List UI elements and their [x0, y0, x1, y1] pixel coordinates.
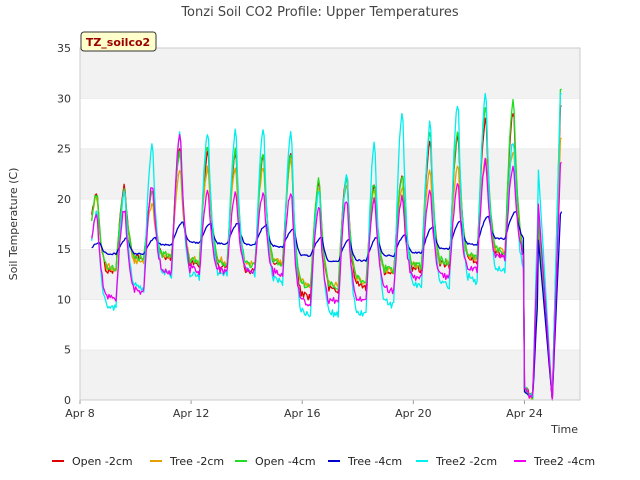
legend-item: Open -2cm: [52, 452, 133, 470]
x-tick-label: Apr 24: [506, 407, 543, 420]
grid-band: [80, 48, 580, 99]
series-line-tree2-4cm: [91, 133, 563, 401]
x-axis-ticks: Apr 8 Apr 12 Apr 16 Apr 20 Apr 24: [65, 400, 543, 420]
station-badge: TZ_soilco2: [80, 31, 157, 52]
series-lines: [91, 88, 563, 401]
grid-band: [80, 148, 580, 199]
legend-item: Tree -2cm: [150, 452, 224, 470]
legend-label: Open -4cm: [255, 454, 316, 468]
y-tick-label: 10: [57, 293, 71, 306]
y-axis-ticks: 0 5 10 15 20 25 30 35: [57, 42, 71, 407]
grid-band: [80, 249, 580, 300]
legend-item: Open -4cm: [235, 452, 316, 470]
legend-label: Open -2cm: [72, 454, 133, 468]
y-tick-label: 25: [57, 143, 71, 156]
legend: Open -2cm Tree -2cm Open -4cm Tree -4cm Tree…: [0, 452, 640, 470]
y-tick-label: 15: [57, 243, 71, 256]
grid-band: [80, 98, 580, 149]
legend-label: Tree -2cm: [170, 454, 225, 468]
legend-item: Tree2 -2cm: [416, 452, 497, 470]
grid-band: [80, 299, 580, 350]
legend-swatch: [150, 460, 162, 462]
legend-label: Tree2 -2cm: [436, 454, 498, 468]
y-tick-label: 0: [64, 394, 71, 407]
x-axis-label: Time: [550, 423, 578, 436]
series-line-tree-4cm: [91, 210, 563, 401]
legend-swatch: [52, 460, 64, 462]
legend-label: Tree -4cm: [348, 454, 403, 468]
grid-band: [80, 198, 580, 250]
legend-item: Tree2 -4cm: [514, 452, 595, 470]
y-tick-label: 5: [64, 344, 71, 357]
legend-swatch: [328, 460, 340, 462]
legend-swatch: [235, 460, 247, 462]
legend-item: Tree -4cm: [328, 452, 402, 470]
y-tick-label: 20: [57, 193, 71, 206]
station-badge-box: [80, 31, 157, 52]
legend-swatch: [416, 460, 428, 462]
y-tick-label: 30: [57, 92, 71, 105]
legend-label: Tree2 -4cm: [534, 454, 596, 468]
station-badge-label: TZ_soilco2: [86, 36, 150, 49]
x-tick-label: Apr 12: [173, 407, 210, 420]
x-tick-label: Apr 8: [65, 407, 95, 420]
y-tick-label: 35: [57, 42, 71, 55]
y-axis-label: Soil Temperature (C): [7, 168, 20, 281]
chart-title: Tonzi Soil CO2 Profile: Upper Temperatur…: [180, 5, 459, 20]
x-tick-label: Apr 16: [284, 407, 321, 420]
grid-bands: [80, 47, 580, 400]
plot-frame: [79, 47, 581, 401]
grid-band: [80, 349, 580, 400]
x-tick-label: Apr 20: [395, 407, 432, 420]
legend-swatch: [514, 460, 526, 462]
